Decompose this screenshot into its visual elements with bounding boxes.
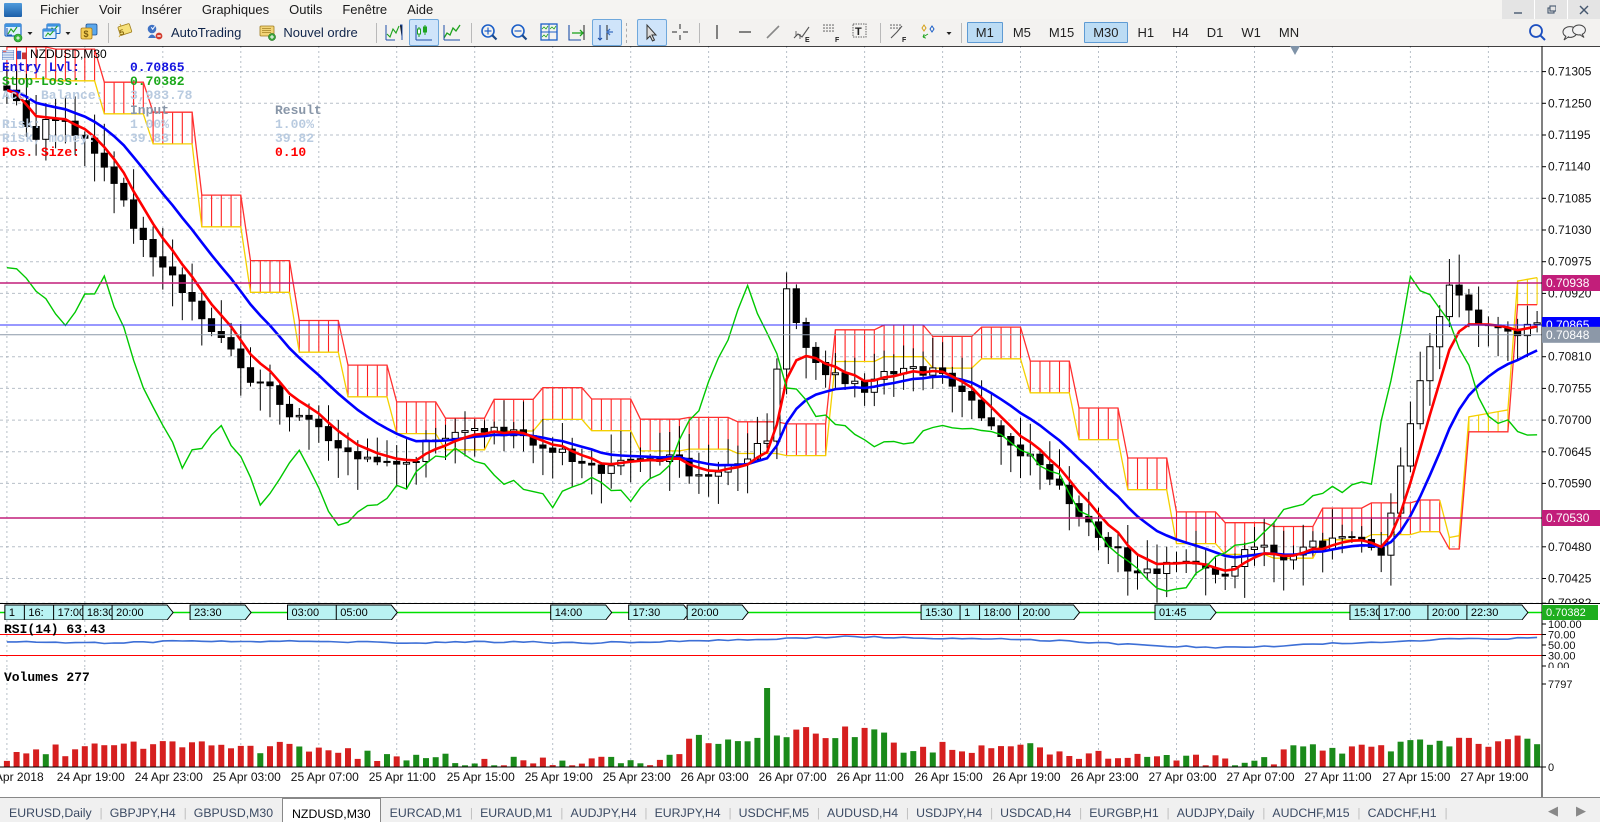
svg-text:24 Apr 19:00: 24 Apr 19:00	[57, 770, 125, 784]
svg-text:20:00: 20:00	[1023, 607, 1051, 619]
svg-text:15:30: 15:30	[1354, 607, 1382, 619]
svg-text:$: $	[84, 29, 89, 39]
svg-text:0.71140: 0.71140	[1548, 160, 1591, 174]
svg-text:20:00: 20:00	[1432, 607, 1460, 619]
svg-text:1: 1	[964, 607, 970, 619]
svg-text:27 Apr 07:00: 27 Apr 07:00	[1227, 770, 1295, 784]
svg-text:27 Apr 15:00: 27 Apr 15:00	[1382, 770, 1450, 784]
svg-text:0.70755: 0.70755	[1548, 381, 1592, 395]
svg-text:0.70382: 0.70382	[1546, 607, 1586, 619]
svg-text:24 Apr 23:00: 24 Apr 23:00	[135, 770, 203, 784]
svg-text:RSI(14) 63.43: RSI(14) 63.43	[4, 622, 106, 637]
svg-text:0.70938: 0.70938	[1546, 276, 1590, 290]
svg-text:24 Apr 2018: 24 Apr 2018	[0, 770, 44, 784]
svg-text:26 Apr 19:00: 26 Apr 19:00	[993, 770, 1061, 784]
svg-text:25 Apr 07:00: 25 Apr 07:00	[291, 770, 359, 784]
svg-text:E: E	[805, 37, 810, 43]
svg-text:0.70480: 0.70480	[1548, 540, 1592, 554]
svg-text:26 Apr 11:00: 26 Apr 11:00	[837, 770, 904, 784]
svg-text:0.70530: 0.70530	[1546, 511, 1590, 525]
svg-text:25 Apr 03:00: 25 Apr 03:00	[213, 770, 281, 784]
svg-text:25 Apr 19:00: 25 Apr 19:00	[525, 770, 593, 784]
svg-text:Volumes 277: Volumes 277	[4, 670, 90, 685]
svg-text:20:00: 20:00	[691, 607, 719, 619]
svg-text:0: 0	[1548, 762, 1554, 774]
svg-text:26 Apr 07:00: 26 Apr 07:00	[759, 770, 827, 784]
svg-text:03:00: 03:00	[292, 607, 320, 619]
svg-text:0.70425: 0.70425	[1548, 572, 1592, 586]
svg-text:25 Apr 23:00: 25 Apr 23:00	[603, 770, 671, 784]
svg-text:0.70382: 0.70382	[1548, 596, 1592, 603]
svg-text:F: F	[902, 37, 907, 43]
svg-text:22:30: 22:30	[1471, 607, 1499, 619]
svg-text:20:00: 20:00	[116, 607, 144, 619]
svg-text:17:30: 17:30	[633, 607, 661, 619]
svg-text:27 Apr 03:00: 27 Apr 03:00	[1149, 770, 1217, 784]
svg-text:0.70975: 0.70975	[1548, 255, 1592, 269]
svg-text:0.70645: 0.70645	[1548, 445, 1592, 459]
svg-text:F: F	[835, 37, 840, 43]
svg-text:0.71030: 0.71030	[1548, 223, 1592, 237]
svg-text:15:30: 15:30	[925, 607, 953, 619]
svg-text:05:00: 05:00	[340, 607, 368, 619]
svg-text:18:00: 18:00	[984, 607, 1012, 619]
svg-text:25 Apr 15:00: 25 Apr 15:00	[447, 770, 515, 784]
svg-text:0.70848: 0.70848	[1546, 328, 1590, 342]
svg-text:01:45: 01:45	[1159, 607, 1187, 619]
svg-text:27 Apr 11:00: 27 Apr 11:00	[1304, 770, 1371, 784]
svg-text:17:00: 17:00	[58, 607, 86, 619]
svg-text:26 Apr 15:00: 26 Apr 15:00	[915, 770, 983, 784]
svg-text:0.71305: 0.71305	[1548, 65, 1592, 79]
svg-text:25 Apr 11:00: 25 Apr 11:00	[369, 770, 436, 784]
svg-text:26 Apr 03:00: 26 Apr 03:00	[681, 770, 749, 784]
svg-text:0.70700: 0.70700	[1548, 413, 1592, 427]
svg-text:26 Apr 23:00: 26 Apr 23:00	[1071, 770, 1139, 784]
svg-text:18:30: 18:30	[87, 607, 115, 619]
svg-text:27 Apr 19:00: 27 Apr 19:00	[1460, 770, 1528, 784]
svg-text:23:30: 23:30	[194, 607, 222, 619]
svg-text:16:: 16:	[28, 607, 43, 619]
svg-text:7797: 7797	[1548, 679, 1572, 691]
svg-text:14:00: 14:00	[555, 607, 583, 619]
svg-text:0.71195: 0.71195	[1548, 128, 1591, 142]
svg-text:0.00: 0.00	[1548, 661, 1569, 668]
svg-text:17:00: 17:00	[1383, 607, 1411, 619]
svg-text:0.70590: 0.70590	[1548, 476, 1592, 490]
svg-text:0.70810: 0.70810	[1548, 350, 1592, 364]
svg-text:1: 1	[9, 607, 15, 619]
svg-text:T: T	[855, 26, 862, 38]
svg-text:0.71085: 0.71085	[1548, 191, 1592, 205]
svg-text:0.71250: 0.71250	[1548, 96, 1592, 110]
